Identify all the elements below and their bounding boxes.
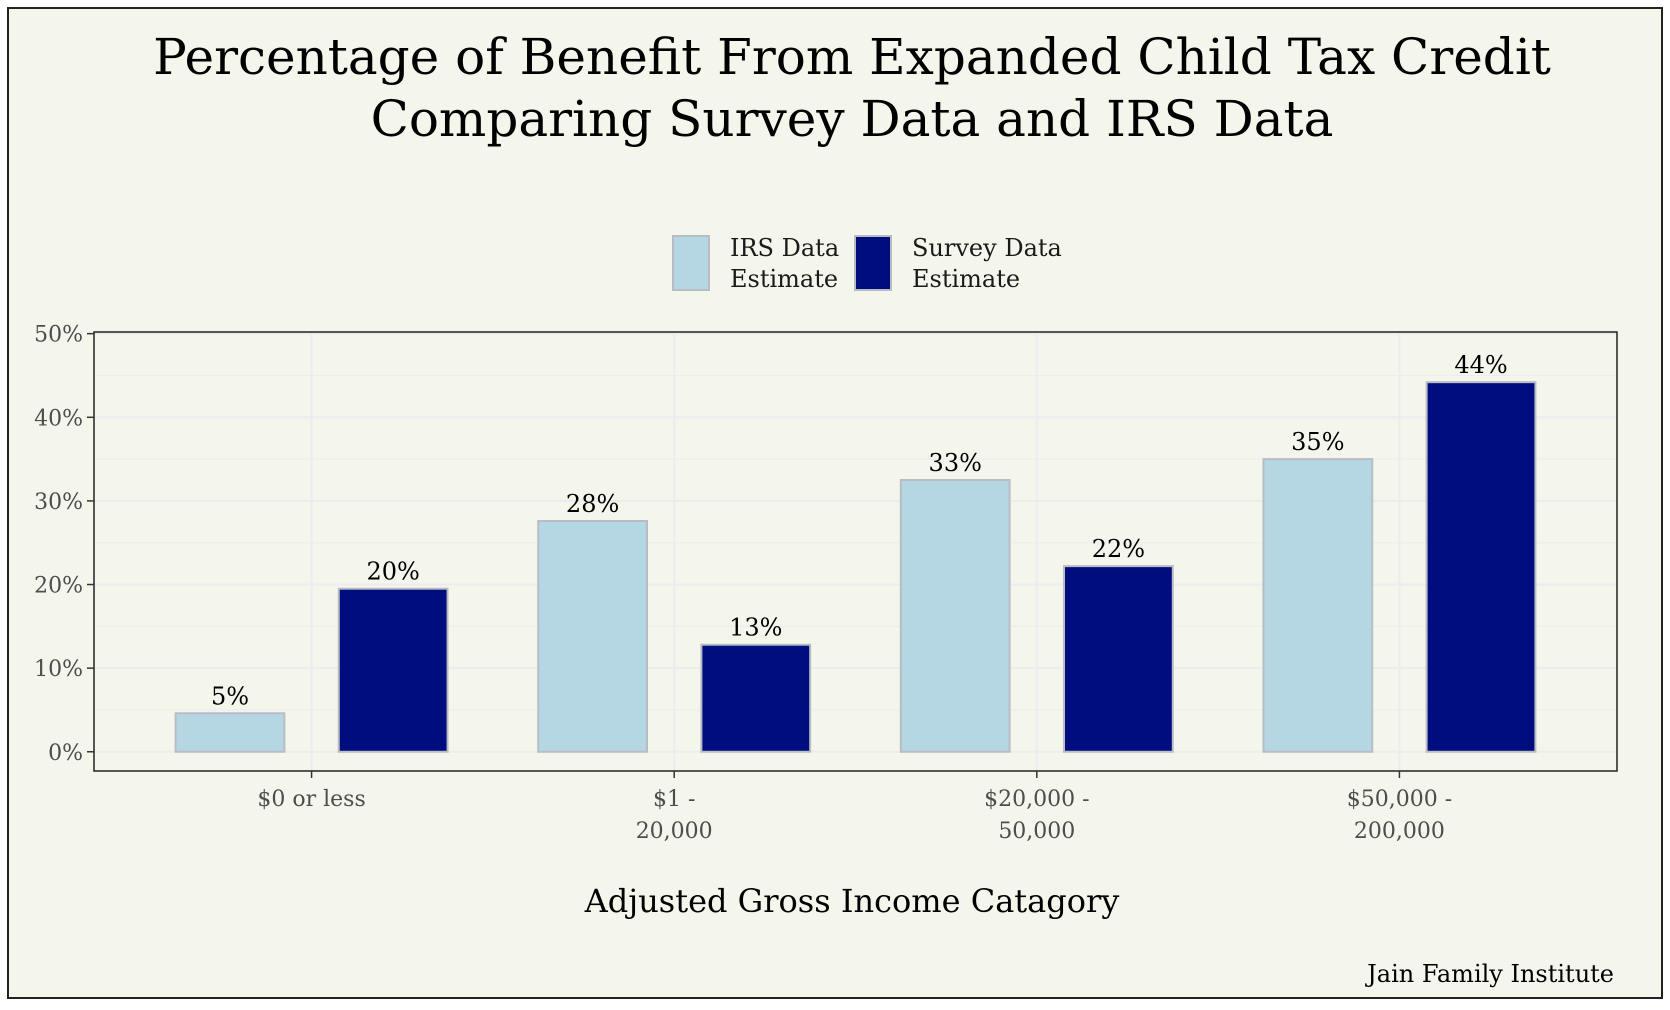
bar (337, 587, 449, 753)
y-tick-label: 0% (48, 741, 83, 766)
bar-value-label: 20% (366, 558, 419, 586)
bar (1262, 458, 1374, 753)
chart-title-line: Percentage of Benefit From Expanded Chil… (153, 28, 1551, 86)
bar-value-label: 35% (1291, 428, 1344, 456)
bar-value-label: 5% (211, 682, 249, 710)
y-tick-label: 20% (34, 574, 83, 599)
bar-value-label: 28% (566, 490, 619, 518)
legend-label: Estimate (730, 265, 838, 293)
chart-caption: Jain Family Institute (1364, 960, 1614, 988)
bar (537, 519, 648, 753)
bar-value-label: 44% (1454, 351, 1507, 379)
legend-label: Estimate (912, 265, 1020, 293)
legend-key (672, 235, 710, 291)
bar-value-label: 13% (729, 614, 782, 642)
x-tick-label: $50,000 - (1347, 787, 1452, 812)
bar (899, 479, 1011, 753)
bar (1063, 565, 1174, 753)
x-tick-label: 200,000 (1354, 819, 1445, 844)
data-labels: 5% 28% 33% 35% 20% 13% 22% 44% (211, 351, 1508, 710)
bar (174, 712, 286, 753)
bar (1425, 381, 1537, 753)
chart-title: Percentage of Benefit From Expanded Chil… (153, 28, 1551, 148)
x-tick-label: 20,000 (636, 819, 713, 844)
x-axis-title: Adjusted Gross Income Catagory (584, 882, 1120, 920)
plot-panel-border (93, 331, 1618, 772)
x-tick-label: 50,000 (998, 819, 1075, 844)
bar-value-label: 22% (1092, 535, 1145, 563)
legend-label: IRS Data (730, 234, 839, 262)
y-tick-label: 30% (34, 490, 83, 515)
y-tick-label: 50% (34, 323, 83, 348)
x-tick-label: $0 or less (257, 787, 365, 812)
legend-key (854, 235, 892, 291)
x-axis: $0 or less $1 - 20,000 $20,000 - 50,000 $50,0… (257, 771, 1452, 844)
y-axis: 0% 10% 20% 30% 40% 50% (34, 323, 94, 766)
legend-label: Survey Data (912, 234, 1062, 262)
y-tick-label: 40% (34, 406, 83, 431)
plot-panel (94, 332, 1617, 771)
y-tick-label: 10% (34, 657, 83, 682)
bar-value-label: 33% (929, 449, 982, 477)
x-tick-label: $20,000 - (984, 787, 1089, 812)
chart-title-line: Comparing Survey Data and IRS Data (371, 90, 1334, 148)
bar (700, 643, 812, 753)
chart-legend: IRS Data Estimate Survey Data Estimate (672, 234, 1062, 293)
bars (174, 381, 1537, 753)
x-tick-label: $1 - (653, 787, 695, 812)
